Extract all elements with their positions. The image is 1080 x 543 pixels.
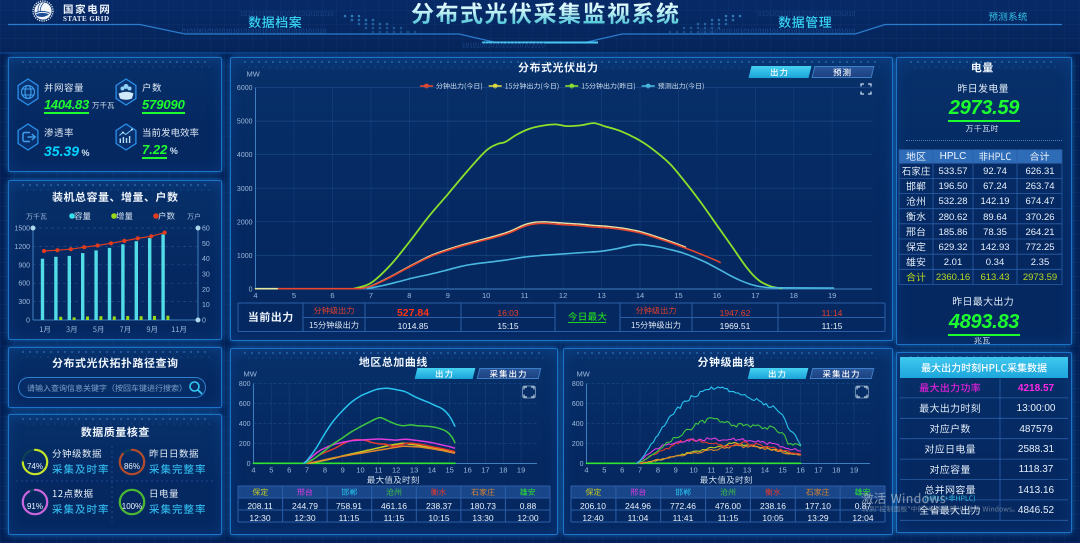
svg-text:16: 16: [796, 466, 804, 475]
svg-text:600: 600: [572, 401, 584, 408]
svg-text:14: 14: [428, 466, 436, 475]
svg-text:0: 0: [249, 287, 253, 294]
svg-text:13: 13: [743, 466, 751, 475]
svg-text:800: 800: [572, 381, 584, 388]
svg-text:4: 4: [253, 291, 257, 300]
svg-text:12: 12: [725, 466, 733, 475]
svg-text:17: 17: [481, 466, 489, 475]
svg-text:11: 11: [375, 466, 383, 475]
svg-text:4000: 4000: [237, 152, 253, 159]
svg-text:9: 9: [341, 466, 345, 475]
svg-text:15: 15: [779, 466, 787, 475]
svg-text:15: 15: [446, 466, 454, 475]
svg-text:9: 9: [446, 291, 450, 300]
svg-text:MW: MW: [244, 370, 258, 379]
svg-text:4: 4: [584, 466, 588, 475]
svg-text:900: 900: [18, 262, 30, 269]
svg-text:14: 14: [636, 291, 644, 300]
svg-text:0: 0: [26, 318, 30, 325]
svg-text:5: 5: [602, 466, 606, 475]
svg-text:50: 50: [202, 241, 210, 248]
svg-text:800: 800: [239, 381, 251, 388]
svg-text:10: 10: [689, 466, 697, 475]
svg-text:14: 14: [761, 466, 769, 475]
svg-text:400: 400: [572, 421, 584, 428]
svg-text:12: 12: [392, 466, 400, 475]
svg-text:20: 20: [202, 287, 210, 294]
svg-text:11: 11: [521, 291, 529, 300]
svg-text:8: 8: [323, 466, 327, 475]
svg-text:8: 8: [656, 466, 660, 475]
svg-text:8: 8: [407, 291, 411, 300]
svg-text:4: 4: [251, 466, 255, 475]
svg-text:13: 13: [597, 291, 605, 300]
svg-text:6: 6: [287, 466, 291, 475]
svg-text:16: 16: [713, 291, 721, 300]
svg-text:6: 6: [620, 466, 624, 475]
svg-text:18: 18: [499, 466, 507, 475]
svg-text:600: 600: [239, 401, 251, 408]
svg-text:MW: MW: [247, 70, 261, 79]
svg-text:60: 60: [202, 226, 210, 233]
svg-text:12: 12: [559, 291, 567, 300]
svg-text:1200: 1200: [14, 244, 30, 251]
svg-text:0: 0: [202, 318, 206, 325]
svg-text:9: 9: [674, 466, 678, 475]
svg-text:0: 0: [247, 461, 251, 468]
svg-text:17: 17: [814, 466, 822, 475]
svg-text:600: 600: [18, 281, 30, 288]
svg-text:16: 16: [463, 466, 471, 475]
svg-text:11: 11: [708, 466, 716, 475]
svg-text:5: 5: [269, 466, 273, 475]
svg-text:200: 200: [572, 441, 584, 448]
svg-text:5000: 5000: [237, 119, 253, 126]
svg-text:19: 19: [828, 291, 836, 300]
svg-text:15: 15: [674, 291, 682, 300]
svg-text:40: 40: [202, 256, 210, 263]
svg-text:7: 7: [638, 466, 642, 475]
svg-text:10: 10: [356, 466, 364, 475]
svg-text:2000: 2000: [237, 219, 253, 226]
svg-text:7: 7: [369, 291, 373, 300]
svg-text:6000: 6000: [237, 85, 253, 92]
svg-text:19: 19: [850, 466, 858, 475]
svg-text:10: 10: [202, 302, 210, 309]
svg-text:17: 17: [751, 291, 759, 300]
svg-text:3000: 3000: [237, 186, 253, 193]
svg-text:19: 19: [517, 466, 525, 475]
svg-text:1500: 1500: [14, 226, 30, 233]
svg-text:MW: MW: [577, 370, 591, 379]
svg-text:7: 7: [305, 466, 309, 475]
svg-text:18: 18: [832, 466, 840, 475]
svg-text:10: 10: [482, 291, 490, 300]
svg-text:30: 30: [202, 272, 210, 279]
svg-text:6: 6: [330, 291, 334, 300]
svg-text:300: 300: [18, 299, 30, 306]
svg-text:5: 5: [292, 291, 296, 300]
svg-text:13: 13: [410, 466, 418, 475]
svg-text:200: 200: [239, 441, 251, 448]
svg-text:1000: 1000: [237, 253, 253, 260]
svg-text:0: 0: [580, 461, 584, 468]
svg-text:18: 18: [790, 291, 798, 300]
svg-text:400: 400: [239, 421, 251, 428]
